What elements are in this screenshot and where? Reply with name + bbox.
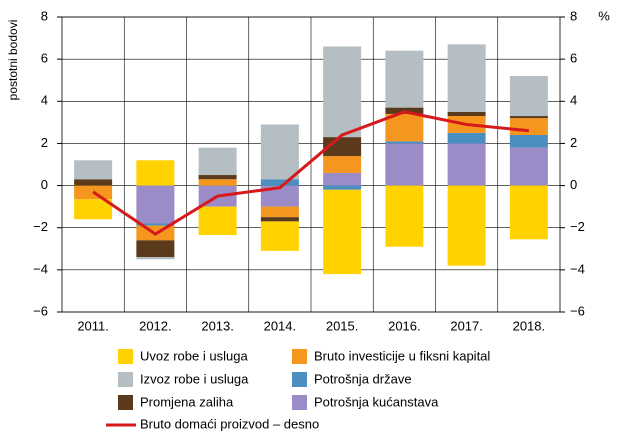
bar-segment (509, 185, 548, 240)
legend-label: Potrošnja kućanstava (314, 394, 439, 409)
bar-segment (260, 221, 299, 251)
bar-segment (509, 118, 548, 135)
y2-tick-label: 8 (570, 8, 577, 23)
legend-label: Bruto investicije u fiksni kapital (314, 348, 490, 363)
bar-segment (198, 175, 237, 180)
bar-segment (509, 76, 548, 117)
bar-segment (385, 113, 424, 142)
legend-swatch (292, 395, 307, 410)
legend-label: Promjena zaliha (140, 394, 234, 409)
bar-segment (260, 124, 299, 180)
bar-segment (509, 116, 548, 119)
bar-segment (260, 217, 299, 222)
x-tick-label: 2015. (326, 318, 359, 333)
y-tick-label: −6 (33, 303, 48, 318)
y2-axis-label: % (598, 8, 610, 23)
bar-segment (447, 111, 486, 117)
y2-tick-label: −2 (570, 219, 585, 234)
y2-tick-label: 4 (570, 93, 577, 108)
bar-segment (136, 185, 175, 224)
bar-segment (385, 185, 424, 247)
legend-label: Bruto domaći proizvod – desno (140, 416, 319, 431)
y2-tick-label: 2 (570, 135, 577, 150)
x-tick-label: 2016. (388, 318, 421, 333)
bar-segment (509, 135, 548, 148)
y2-tick-label: 0 (570, 177, 577, 192)
bar-segment (385, 143, 424, 186)
y2-tick-label: 6 (570, 51, 577, 66)
y-tick-label: −4 (33, 261, 48, 276)
x-tick-label: 2014. (264, 318, 297, 333)
x-tick-label: 2012. (139, 318, 172, 333)
bar-segment (260, 179, 299, 186)
bar-segment (136, 257, 175, 260)
bar-segment (447, 132, 486, 144)
line-series (92, 110, 530, 236)
legend-label: Potrošnja države (314, 371, 412, 386)
bar-segment (198, 206, 237, 236)
bar-segment (447, 185, 486, 266)
bar-segment (136, 240, 175, 258)
x-tick-label: 2013. (201, 318, 234, 333)
bar-segment (136, 160, 175, 186)
y-tick-label: 6 (41, 51, 48, 66)
bar-segment (385, 141, 424, 144)
legend-label: Izvoz robe i usluga (140, 371, 249, 386)
y-tick-label: 0 (41, 177, 48, 192)
bar-segment (509, 147, 548, 186)
bar-segment (260, 206, 299, 218)
legend-swatch (292, 372, 307, 387)
bar-segment (323, 185, 362, 190)
bar-segment (74, 179, 113, 186)
bar-segment (323, 46, 362, 138)
legend-swatch (118, 372, 133, 387)
bar-segment (74, 160, 113, 180)
bar-segment (323, 156, 362, 173)
bar-segment (447, 44, 486, 112)
legend-label: Uvoz robe i usluga (140, 348, 248, 363)
y2-tick-label: −6 (570, 303, 585, 318)
bar-segment (323, 172, 362, 186)
bar-segment (323, 189, 362, 275)
bar-segment (74, 199, 113, 220)
legend-swatch (118, 349, 133, 364)
x-tick-label: 2011. (77, 318, 109, 333)
bar-segment (385, 50, 424, 108)
bar-segment (447, 143, 486, 186)
y-tick-label: −2 (33, 219, 48, 234)
legend-swatch (292, 349, 307, 364)
y-tick-label: 4 (41, 93, 48, 108)
legend-swatch (118, 395, 133, 410)
bar-segment (198, 147, 237, 176)
x-tick-label: 2017. (450, 318, 483, 333)
bar-segment (136, 223, 175, 226)
bar-segment (198, 179, 237, 186)
y-tick-label: 2 (41, 135, 48, 150)
y-tick-label: 8 (41, 8, 48, 23)
y2-tick-label: −4 (570, 261, 585, 276)
bar-segment (260, 185, 299, 207)
plot-frame (61, 16, 561, 313)
x-tick-label: 2018. (513, 318, 546, 333)
y-axis-label: postotni bodovi (6, 20, 20, 101)
